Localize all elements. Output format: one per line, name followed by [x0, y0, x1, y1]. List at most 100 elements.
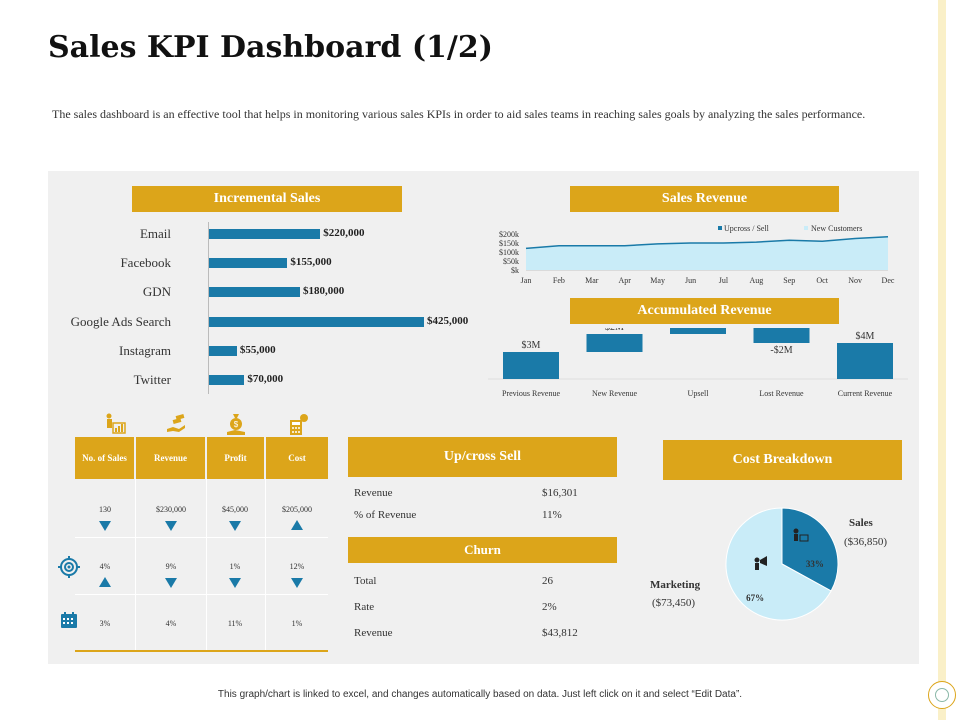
legend-swatch	[718, 226, 722, 230]
trend-up-icon	[99, 577, 111, 587]
kpi-divider	[135, 479, 136, 651]
kpi-header-profit: Profit	[207, 437, 264, 479]
x-tick-label: Feb	[553, 276, 565, 285]
bar-category-label: Twitter	[133, 372, 171, 387]
page-title: Sales KPI Dashboard (1/2)	[48, 30, 493, 65]
incremental-sales-bar	[209, 345, 237, 356]
y-tick-label: $200k	[499, 230, 519, 239]
kpi-cell: $205,000	[282, 505, 312, 514]
bar-category-label: Facebook	[120, 255, 171, 271]
kpi-cell: 130	[99, 505, 111, 514]
churn-total-value: 26	[542, 575, 553, 587]
kpi-cell: 1%	[291, 619, 303, 628]
trend-down-icon	[291, 578, 303, 588]
kpi-bottom-line	[75, 650, 328, 652]
churn-rate-label: Rate	[354, 601, 375, 613]
bar-category-label: Email	[139, 226, 171, 241]
x-tick-label: Apr	[619, 276, 632, 285]
target-icon	[58, 556, 80, 578]
upcross-header: Up/cross Sell	[348, 437, 617, 477]
kpi-cell: 11%	[227, 619, 243, 628]
bar-value-label: $425,000	[427, 314, 469, 327]
trend-down-icon	[229, 578, 241, 588]
x-tick-label: Sep	[783, 276, 795, 285]
bar-category-label: Google Ads Search	[70, 313, 171, 329]
cost-breakdown-header: Cost Breakdown	[663, 440, 902, 480]
cost-breakdown-pie: 33% 67% Sales ($36,850) Marketing ($73,450)	[650, 507, 887, 621]
kpi-divider	[265, 479, 266, 651]
kpi-header-cost: Cost	[266, 437, 328, 479]
series-line-new-customers	[525, 235, 889, 250]
x-tick-label: Jan	[521, 276, 532, 285]
calendar-icon	[61, 612, 77, 628]
kpi-cell: $230,000	[156, 505, 186, 514]
bar-value-label: $155,000	[290, 256, 332, 269]
churn-header: Churn	[348, 537, 617, 563]
waterfall-category-label: Previous Revenue	[502, 389, 560, 398]
pie-category-label: Sales	[849, 517, 874, 529]
kpi-cell: $45,000	[222, 505, 248, 514]
sales-chart-icon	[106, 413, 126, 434]
legend-label: Upcross / Sell	[724, 224, 770, 233]
legend-label: New Customers	[811, 224, 862, 233]
x-tick-label: Nov	[848, 276, 862, 285]
trend-down-icon	[99, 521, 111, 531]
pie-amount-label: ($36,850)	[844, 536, 887, 548]
bar-value-label: $180,000	[303, 285, 345, 298]
pie-percent-label: 67%	[746, 593, 764, 603]
incremental-sales-axis	[208, 222, 209, 394]
trend-up-icon	[291, 520, 303, 530]
y-tick-label: $k	[511, 266, 519, 275]
series-area-new-customers	[526, 236, 888, 270]
x-tick-label: Aug	[749, 276, 763, 285]
waterfall-value-label: $2M	[605, 328, 624, 333]
pie-percent-label: 33%	[806, 559, 824, 569]
y-tick-label: $50k	[503, 257, 519, 266]
waterfall-category-label: Current Revenue	[838, 389, 893, 398]
calculator-coins-icon	[290, 414, 308, 435]
person-megaphone-icon	[754, 556, 767, 570]
kpi-cell: 1%	[229, 562, 241, 571]
kpi-cell: 4%	[165, 619, 177, 628]
kpi-cell: 12%	[289, 562, 305, 571]
person-chart-icon	[793, 528, 809, 542]
bar-value-label: $70,000	[247, 373, 284, 385]
y-tick-label: $100k	[499, 248, 519, 257]
svg-text:$: $	[234, 420, 239, 429]
waterfall-bar	[753, 328, 810, 343]
money-hand-icon	[167, 414, 185, 432]
churn-revenue-value: $43,812	[542, 627, 578, 639]
page-description: The sales dashboard is an effective tool…	[52, 107, 866, 121]
y-tick-label: $150k	[499, 239, 519, 248]
kpi-divider	[206, 479, 207, 651]
kpi-cell: 3%	[99, 619, 111, 628]
kpi-header-sales: No. of Sales	[75, 437, 134, 479]
nav-circle-button[interactable]	[928, 681, 956, 709]
upcross-percent-value: 11%	[542, 509, 562, 521]
incremental-sales-bar	[209, 229, 321, 239]
kpi-divider	[75, 594, 328, 595]
pie-category-label: Marketing	[650, 579, 701, 591]
sales-revenue-header: Sales Revenue	[570, 186, 839, 212]
trend-down-icon	[165, 521, 177, 531]
kpi-cell: 9%	[165, 562, 177, 571]
pie-amount-label: ($73,450)	[652, 597, 695, 609]
footer-note: This graph/chart is linked to excel, and…	[217, 689, 743, 700]
kpi-divider	[75, 537, 328, 538]
trend-down-icon	[165, 578, 177, 588]
trend-down-icon	[229, 521, 241, 531]
waterfall-bar	[670, 328, 726, 334]
incremental-sales-bar	[209, 375, 245, 385]
series-line-upcross	[525, 263, 889, 267]
bar-category-label: GDN	[142, 284, 171, 300]
x-tick-label: Dec	[882, 276, 895, 285]
waterfall-bar	[503, 352, 559, 379]
kpi-cell: 4%	[99, 562, 111, 571]
waterfall-category-label: New Revenue	[592, 389, 638, 398]
churn-revenue-label: Revenue	[354, 627, 393, 639]
waterfall-value-label: $4M	[856, 331, 875, 342]
bar-value-label: $55,000	[239, 343, 276, 356]
kpi-header-revenue: Revenue	[136, 437, 205, 479]
